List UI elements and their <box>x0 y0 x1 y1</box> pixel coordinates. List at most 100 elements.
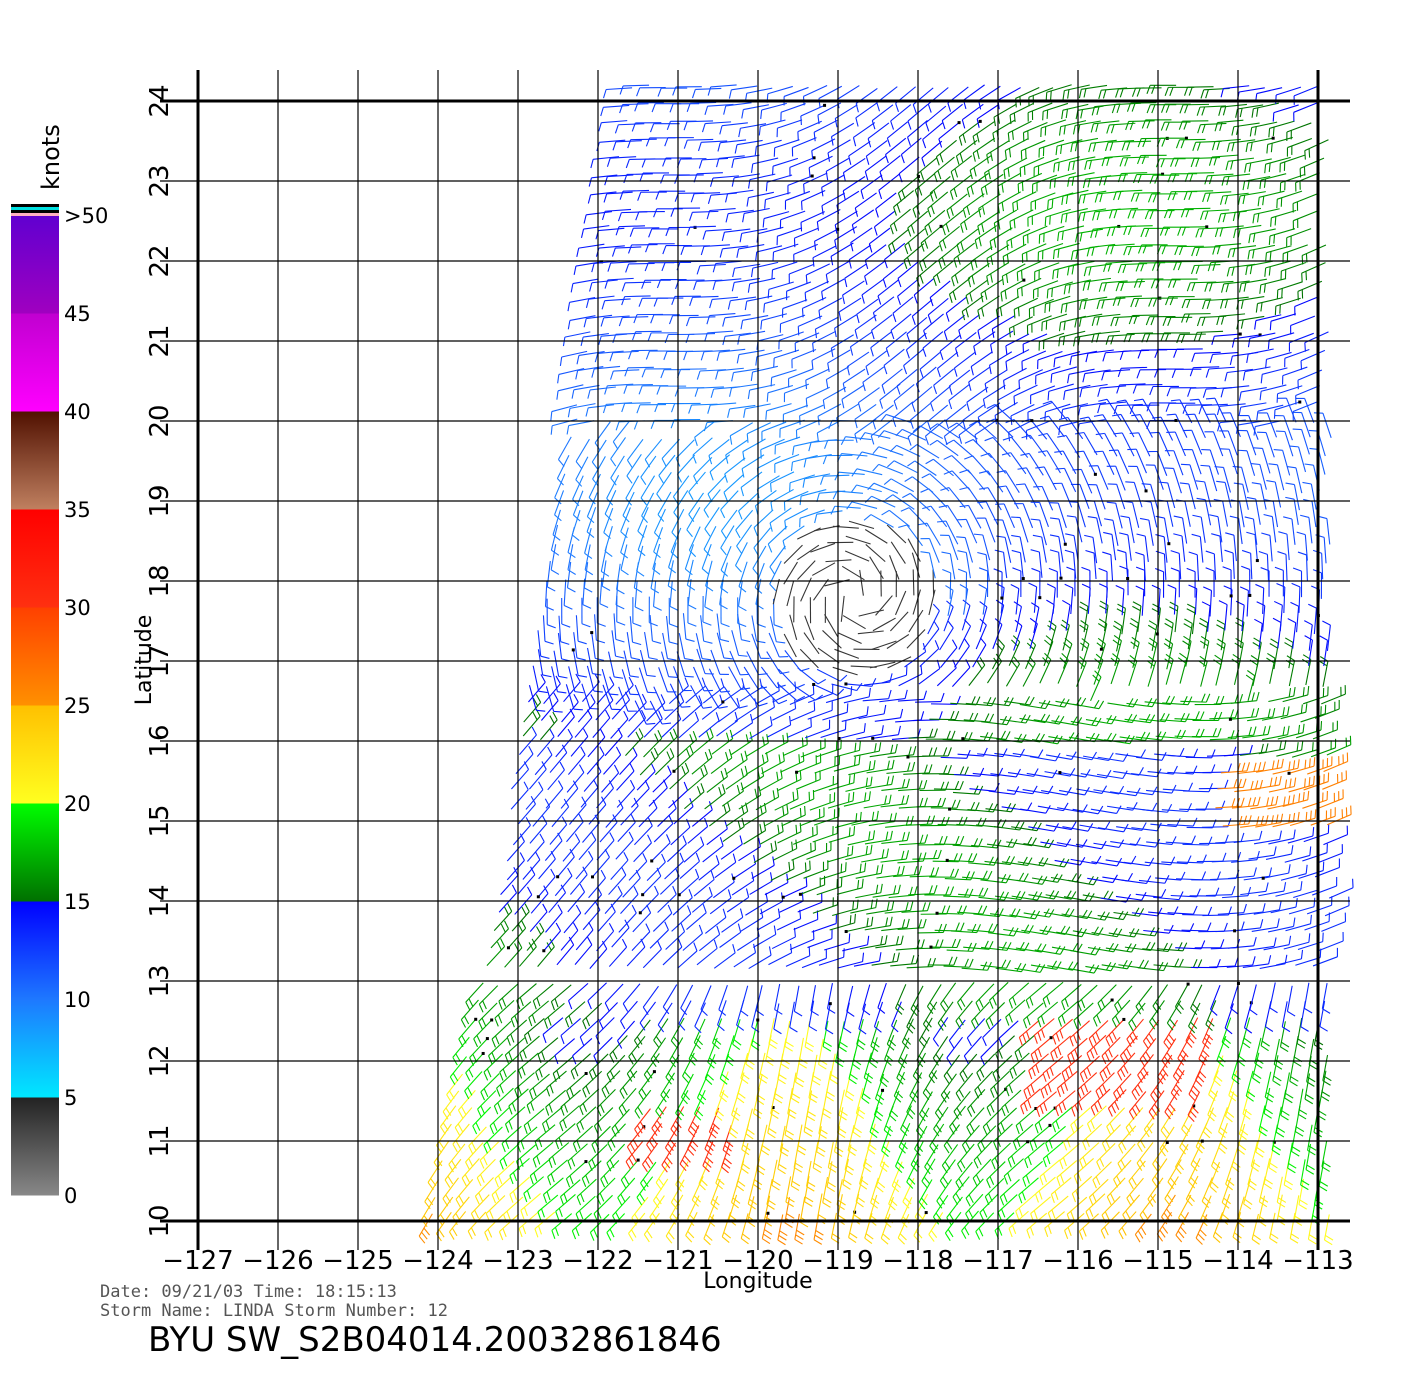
wind-barb <box>800 490 826 505</box>
wind-barb <box>596 228 624 239</box>
wind-barb <box>771 489 794 511</box>
wind-barb <box>881 832 909 844</box>
y-tick-label: 11 <box>145 1124 175 1157</box>
wind-barb <box>1288 827 1314 843</box>
wind-barb <box>1116 892 1146 900</box>
wind-barb <box>1079 85 1107 98</box>
wind-barb <box>987 1088 1007 1116</box>
wind-barb <box>527 834 544 862</box>
wind-barb <box>1280 1021 1289 1051</box>
wind-barb <box>653 544 660 574</box>
wind-barb <box>962 600 970 630</box>
colorbar-band <box>11 803 59 902</box>
wind-barb <box>737 350 764 363</box>
wind-barb <box>747 423 770 443</box>
wind-barb <box>1212 139 1240 150</box>
wind-barb <box>568 527 575 557</box>
wind-barb <box>634 835 652 862</box>
wind-barb <box>523 852 540 880</box>
wind-barb <box>1238 450 1255 476</box>
wind-barb <box>882 666 907 683</box>
wind-barb <box>729 1108 737 1138</box>
wind-barb <box>915 693 944 702</box>
wind-barb <box>1257 602 1265 632</box>
wind-barb <box>1120 516 1134 543</box>
wind-barb <box>777 910 800 930</box>
wind-barb <box>1110 788 1140 796</box>
wind-barb <box>1130 618 1139 648</box>
wind-barb <box>436 1124 451 1153</box>
wind-barb <box>1072 1091 1091 1117</box>
wind-barb <box>538 939 555 967</box>
wind-barb <box>941 1074 956 1103</box>
wind-barb <box>1076 786 1106 794</box>
wind-barb <box>812 563 835 576</box>
colorbar-tick-label: 45 <box>64 302 91 326</box>
wind-barb <box>679 633 693 660</box>
wind-barb <box>1274 601 1282 631</box>
wind-barb <box>823 1177 832 1207</box>
wind-barb <box>1240 279 1267 292</box>
wind-barb <box>1283 686 1309 702</box>
wind-barb <box>601 105 630 116</box>
wind-barb <box>1176 872 1206 880</box>
wind-barb <box>1258 882 1285 896</box>
wind-barb <box>808 701 833 719</box>
wind-barb <box>1298 552 1307 581</box>
wind-barb <box>666 1055 679 1084</box>
wind-barb <box>881 779 909 791</box>
wind-barb <box>663 246 692 254</box>
x-tick-label: −126 <box>242 1246 313 1276</box>
wind-barb <box>813 579 828 600</box>
wind-barb <box>651 420 680 428</box>
wind-barb <box>653 1179 667 1208</box>
wind-barb <box>823 387 846 409</box>
wind-barb <box>627 1125 645 1154</box>
wind-barb <box>826 1071 835 1101</box>
wind-barb <box>890 612 908 631</box>
wind-barb <box>1098 402 1126 413</box>
wind-barb <box>1206 886 1235 895</box>
wind-barb <box>930 1124 944 1153</box>
wind-barb <box>1148 621 1157 651</box>
wind-barb <box>765 874 788 895</box>
wind-barb <box>759 120 785 135</box>
wind-barb <box>817 421 840 442</box>
wind-barb <box>473 1107 491 1134</box>
wind-barb <box>770 546 786 574</box>
wind-barb <box>890 955 918 966</box>
wind-barb <box>1018 173 1042 193</box>
wind-barb <box>873 405 894 429</box>
wind-barb <box>847 502 877 509</box>
wind-barb <box>549 1143 569 1168</box>
wind-barb <box>1214 655 1223 685</box>
wind-barb <box>647 854 665 881</box>
wind-barb <box>1064 893 1094 902</box>
wind-barb <box>694 457 712 484</box>
wind-barb <box>1162 803 1192 811</box>
wind-barb <box>691 685 712 708</box>
wind-barb <box>749 946 771 968</box>
wind-barb <box>854 742 881 756</box>
wind-barb <box>634 1020 650 1048</box>
wind-barb <box>675 175 704 184</box>
wind-barb <box>958 982 975 1010</box>
wind-barb <box>1081 567 1089 596</box>
wind-barb <box>893 297 913 322</box>
wind-barb <box>889 229 909 254</box>
wind-barb <box>1243 1017 1252 1047</box>
wind-barb <box>616 832 633 859</box>
wind-barb <box>586 405 614 417</box>
wind-barb <box>677 455 694 482</box>
wind-barb <box>590 631 604 660</box>
wind-barb <box>642 280 671 289</box>
wind-barb <box>855 193 876 217</box>
wind-barb <box>641 456 656 485</box>
wind-barb <box>548 762 565 790</box>
wind-barb <box>1293 881 1319 898</box>
wind-barb <box>922 1159 935 1188</box>
wind-barb <box>927 984 941 1013</box>
wind-barb <box>1028 103 1052 122</box>
wind-barb <box>909 729 938 739</box>
wind-barb <box>762 1212 772 1244</box>
